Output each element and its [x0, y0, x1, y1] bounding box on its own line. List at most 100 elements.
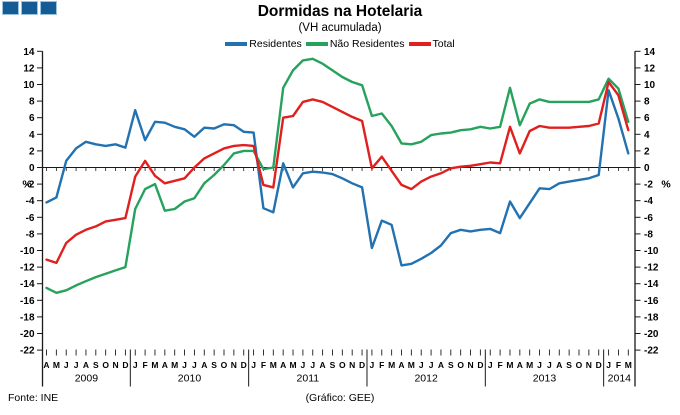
svg-text:-16: -16	[644, 296, 659, 307]
svg-text:J: J	[251, 360, 256, 370]
svg-text:M: M	[506, 360, 513, 370]
chart-title: Dormidas na Hotelaria	[257, 3, 423, 20]
logo-square	[2, 1, 19, 15]
svg-text:8: 8	[644, 97, 650, 108]
svg-text:10: 10	[644, 80, 656, 91]
svg-text:D: D	[241, 360, 247, 370]
svg-text:J: J	[370, 360, 375, 370]
legend-label: Total	[432, 38, 455, 50]
svg-text:A: A	[201, 360, 207, 370]
svg-text:-2: -2	[26, 180, 35, 191]
svg-text:M: M	[388, 360, 395, 370]
svg-text:J: J	[192, 360, 197, 370]
svg-text:M: M	[171, 360, 178, 370]
svg-text:J: J	[488, 360, 493, 370]
svg-text:-20: -20	[20, 329, 35, 340]
svg-text:A: A	[162, 360, 168, 370]
svg-text:-22: -22	[20, 346, 35, 357]
year-label: 2009	[75, 373, 99, 385]
svg-text:-20: -20	[644, 329, 659, 340]
svg-text:S: S	[93, 360, 99, 370]
svg-text:D: D	[477, 360, 483, 370]
logo-square	[21, 1, 38, 15]
svg-text:N: N	[586, 360, 592, 370]
chart-subtitle: (VH acumulada)	[298, 22, 382, 34]
svg-text:A: A	[320, 360, 326, 370]
svg-text:-12: -12	[644, 263, 659, 274]
svg-text:-12: -12	[20, 263, 35, 274]
svg-text:F: F	[379, 360, 384, 370]
svg-text:2: 2	[29, 146, 35, 157]
svg-text:N: N	[467, 360, 473, 370]
svg-text:A: A	[43, 360, 49, 370]
svg-text:S: S	[330, 360, 336, 370]
y-unit-right: %	[661, 179, 671, 191]
svg-text:14: 14	[23, 47, 35, 58]
svg-text:N: N	[112, 360, 118, 370]
logo-squares	[2, 1, 57, 15]
zero-line	[42, 167, 635, 171]
svg-text:-6: -6	[644, 213, 653, 224]
svg-text:D: D	[122, 360, 128, 370]
svg-text:O: O	[221, 360, 228, 370]
legend-item-residentes: Residentes	[225, 38, 302, 50]
source-note: Fonte: INE	[8, 392, 59, 404]
year-label: 2014	[608, 373, 632, 385]
svg-text:J: J	[419, 360, 424, 370]
svg-text:14: 14	[644, 47, 656, 58]
svg-text:-2: -2	[644, 180, 653, 191]
nao-residentes-line-swatch	[305, 42, 328, 46]
svg-text:12: 12	[23, 63, 35, 74]
svg-text:-10: -10	[644, 246, 659, 257]
svg-text:-8: -8	[26, 229, 35, 240]
svg-text:10: 10	[23, 80, 35, 91]
svg-text:J: J	[182, 360, 187, 370]
svg-text:-6: -6	[26, 213, 35, 224]
svg-text:N: N	[349, 360, 355, 370]
svg-text:A: A	[517, 360, 523, 370]
svg-text:-10: -10	[20, 246, 35, 257]
svg-text:S: S	[566, 360, 572, 370]
svg-text:J: J	[537, 360, 542, 370]
y-unit-left: %	[22, 179, 32, 191]
svg-text:-18: -18	[644, 312, 659, 323]
legend-item-nao-residentes: Não Residentes	[305, 38, 405, 50]
svg-text:-22: -22	[644, 346, 659, 357]
residentes-line-swatch	[225, 42, 248, 46]
svg-text:-14: -14	[644, 279, 659, 290]
total-line-swatch	[408, 42, 431, 46]
svg-text:M: M	[526, 360, 533, 370]
svg-text:O: O	[339, 360, 346, 370]
svg-text:J: J	[74, 360, 79, 370]
y-axes	[41, 51, 636, 387]
svg-text:2: 2	[644, 146, 650, 157]
svg-text:A: A	[398, 360, 404, 370]
svg-text:A: A	[280, 360, 286, 370]
svg-text:0: 0	[644, 163, 650, 174]
year-label: 2013	[533, 373, 557, 385]
svg-text:A: A	[438, 360, 444, 370]
svg-text:A: A	[556, 360, 562, 370]
svg-text:M: M	[53, 360, 60, 370]
svg-text:-14: -14	[20, 279, 35, 290]
svg-text:M: M	[270, 360, 277, 370]
svg-text:F: F	[498, 360, 503, 370]
svg-text:J: J	[606, 360, 611, 370]
svg-text:F: F	[143, 360, 148, 370]
svg-text:M: M	[408, 360, 415, 370]
year-label: 2010	[178, 373, 202, 385]
svg-text:4: 4	[29, 130, 35, 141]
legend-label: Não Residentes	[329, 38, 405, 50]
legend-item-total: Total	[408, 38, 455, 50]
svg-text:A: A	[83, 360, 89, 370]
svg-text:M: M	[289, 360, 296, 370]
svg-text:D: D	[596, 360, 602, 370]
svg-text:0: 0	[29, 163, 35, 174]
year-label: 2011	[297, 373, 320, 385]
svg-text:N: N	[231, 360, 237, 370]
svg-text:-18: -18	[20, 312, 35, 323]
svg-text:O: O	[102, 360, 109, 370]
